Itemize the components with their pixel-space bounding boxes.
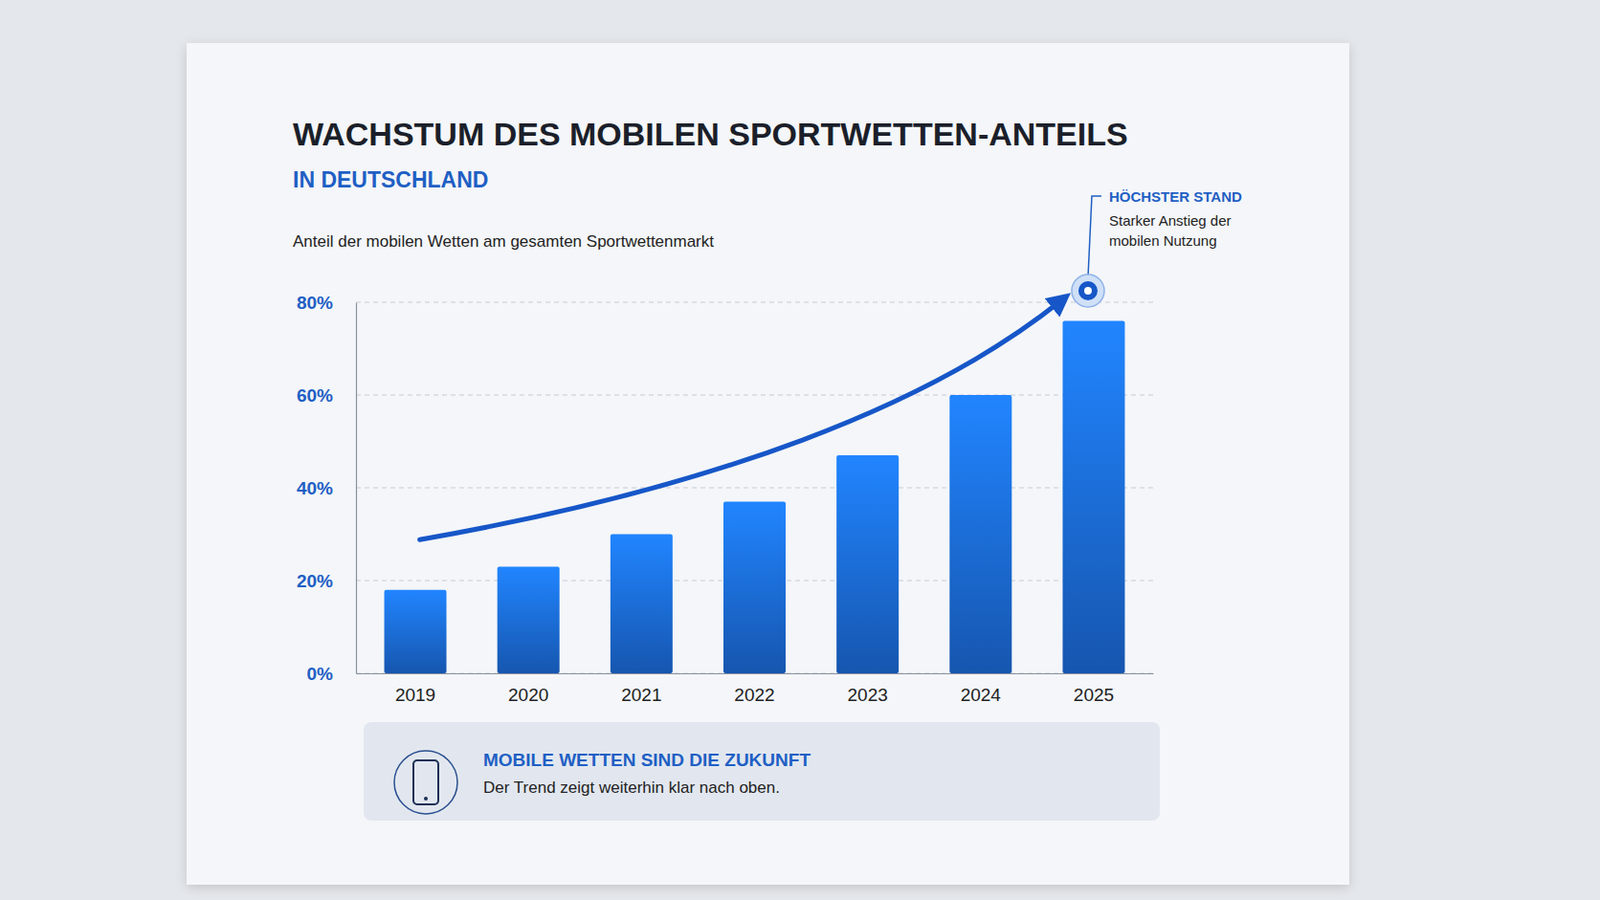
x-tick: 2019	[395, 673, 436, 706]
x-tick: 2023	[847, 673, 889, 706]
bars	[384, 320, 1126, 674]
x-tick-label: 2020	[508, 685, 549, 706]
x-tick: 2022	[733, 673, 775, 706]
y-tick-label: 40%	[296, 478, 334, 499]
y-axis-title: Anteil der mobilen Wetten am gesamten Sp…	[292, 232, 714, 251]
x-tick-label: 2021	[621, 685, 662, 706]
x-tick-label: 2024	[960, 685, 1002, 706]
background	[0, 0, 1600, 900]
y-axis-line	[355, 303, 357, 675]
y-tick-label: 80%	[296, 292, 334, 313]
callout-dot	[1078, 281, 1098, 301]
y-tick-label: 20%	[296, 571, 334, 592]
x-tick: 2025	[1073, 673, 1114, 706]
grid-line	[355, 487, 1154, 489]
grid-line	[355, 394, 1154, 396]
y-tick-label: 0%	[307, 664, 334, 685]
phone-icon-button	[423, 797, 428, 801]
callout-halo	[1071, 274, 1105, 308]
y-axis: 0% 20% 40% 60% 80%	[296, 292, 357, 685]
phone-icon	[413, 760, 439, 805]
y-tick: 80%	[296, 292, 356, 313]
bar	[836, 455, 899, 674]
callout: HÖCHSTER STAND Starker Anstieg dermobilen…	[1071, 188, 1243, 308]
footer-background	[363, 722, 1160, 822]
callout-text: Starker Anstieg dermobilen Nutzung	[1109, 212, 1232, 249]
chart-root: WACHSTUM DES MOBILEN SPORTWETTEN-ANTEILS…	[0, 0, 1600, 900]
bar	[949, 395, 1012, 674]
x-tick: 2020	[508, 673, 549, 706]
bar	[723, 502, 786, 674]
y-tick: 60%	[296, 385, 356, 406]
bar	[384, 590, 447, 674]
x-axis: 2019 2020 2021 2022 2023 2024 2025	[356, 673, 1155, 706]
bar	[497, 566, 560, 674]
grid-line	[355, 301, 1154, 303]
callout-dot-center	[1084, 287, 1092, 295]
x-tick-label: 2025	[1073, 685, 1114, 706]
footer-text: Der Trend zeigt weiterhin klar nach oben…	[483, 778, 780, 798]
footer-title: MOBILE WETTEN SIND DIE ZUKUNFT	[483, 750, 811, 771]
callout-leader	[1088, 196, 1102, 278]
y-tick: 40%	[296, 478, 356, 499]
x-tick: 2024	[960, 673, 1002, 706]
footer-box: MOBILE WETTEN SIND DIE ZUKUNFT Der Trend …	[363, 722, 1160, 822]
phone-icon-ring	[394, 751, 458, 815]
grid	[355, 302, 1154, 674]
subtitle: IN DEUTSCHLAND	[292, 167, 489, 193]
x-tick-label: 2022	[733, 685, 775, 706]
x-tick-label: 2023	[847, 685, 889, 706]
paper	[186, 43, 1350, 886]
title: WACHSTUM DES MOBILEN SPORTWETTEN-ANTEILS	[292, 115, 1129, 153]
bar	[1062, 320, 1125, 674]
x-axis-line	[356, 673, 1155, 675]
callout-title: HÖCHSTER STAND	[1109, 188, 1243, 205]
y-tick: 0%	[307, 664, 356, 685]
x-tick-label: 2019	[395, 685, 436, 706]
y-tick-label: 60%	[296, 385, 334, 406]
x-tick: 2021	[621, 673, 662, 706]
trend-arrow	[420, 300, 1063, 540]
bar	[610, 534, 673, 675]
y-tick: 20%	[296, 571, 356, 592]
